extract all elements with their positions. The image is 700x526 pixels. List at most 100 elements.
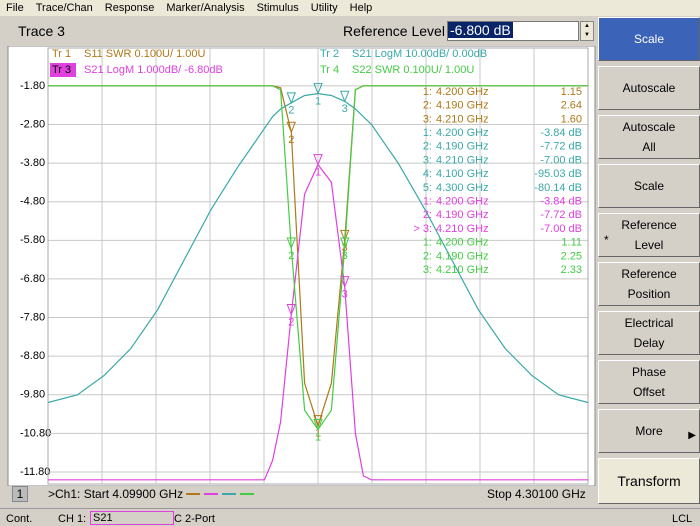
softkey-label: Scale bbox=[633, 179, 665, 193]
softkey-prefix: * bbox=[604, 233, 609, 247]
marker-label: 3 bbox=[342, 103, 348, 115]
spin-button[interactable]: ▲ ▼ bbox=[580, 21, 594, 41]
legend-dash bbox=[186, 493, 200, 495]
marker-row-freq: 4.190 GHz bbox=[436, 250, 489, 262]
marker-flag bbox=[286, 92, 297, 105]
active-trace-tag bbox=[50, 63, 76, 77]
softkey-label: Delay bbox=[633, 336, 665, 350]
legend-dash bbox=[222, 493, 236, 495]
menu-item[interactable]: Stimulus bbox=[256, 2, 299, 14]
softkey-label: Transform bbox=[617, 473, 681, 489]
marker-row-value: -3.84 dB bbox=[540, 127, 582, 139]
softkey-label: More bbox=[635, 424, 663, 438]
marker-label: 2 bbox=[288, 105, 294, 117]
marker-row-value: 2.25 bbox=[561, 250, 582, 262]
marker-row-value: -7.00 dB bbox=[540, 154, 582, 166]
marker-label: 2 bbox=[288, 316, 294, 328]
menu-item[interactable]: Help bbox=[349, 2, 373, 14]
marker-flag bbox=[286, 303, 297, 316]
marker-row-label: 1: bbox=[423, 86, 432, 98]
input-value: -6.800 dB bbox=[448, 22, 513, 38]
marker-row-value: 1.60 bbox=[561, 113, 582, 125]
menu-item[interactable]: Response bbox=[104, 2, 155, 14]
softkey[interactable]: Transform bbox=[598, 458, 700, 504]
marker-row-label: 5: bbox=[423, 182, 432, 194]
softkey[interactable]: Phase Offset bbox=[598, 360, 700, 404]
marker-row-value: -95.03 dB bbox=[534, 168, 582, 180]
marker-row-freq: 4.200 GHz bbox=[436, 127, 489, 139]
marker-flag bbox=[313, 154, 323, 166]
marker-row-freq: 4.100 GHz bbox=[436, 168, 489, 180]
status-item: C 2-Port bbox=[174, 513, 215, 525]
marker-row-freq: 4.200 GHz bbox=[436, 237, 489, 249]
marker-row-label: 3: bbox=[423, 264, 432, 276]
submenu-arrow: ▶ bbox=[688, 430, 696, 441]
trace-title: Trace 3 bbox=[18, 23, 65, 39]
y-tick-label: -3.80 bbox=[20, 157, 45, 169]
softkey-label: Autoscale bbox=[622, 81, 676, 95]
softkey-label: Autoscale bbox=[622, 120, 676, 134]
y-tick-label: -9.80 bbox=[20, 389, 45, 401]
footer: 1 >Ch1: Start 4.09900 GHz Stop 4.30100 G… bbox=[0, 486, 596, 502]
y-tick-label: -6.80 bbox=[20, 273, 45, 285]
legend-dash bbox=[204, 493, 218, 495]
marker-row-freq: 4.210 GHz bbox=[436, 223, 489, 235]
softkey[interactable]: Reference Position bbox=[598, 262, 700, 306]
marker-row-label: 1: bbox=[423, 127, 432, 139]
marker-flag bbox=[286, 237, 297, 250]
softkey[interactable]: More ▶ bbox=[598, 409, 700, 453]
marker-row-value: 2.33 bbox=[561, 264, 582, 276]
y-tick-label: -5.80 bbox=[20, 234, 45, 246]
marker-row-value: 1.11 bbox=[561, 237, 582, 249]
marker-label: 2 bbox=[288, 250, 294, 262]
marker-row-label: 2: bbox=[423, 100, 432, 112]
menu-item[interactable]: Trace/Chan bbox=[35, 2, 93, 14]
trace-desc: S21 LogM 10.00dB/ 0.00dB bbox=[352, 48, 487, 60]
softkey[interactable]: Autoscale All bbox=[598, 115, 700, 159]
marker-flag bbox=[286, 121, 297, 134]
menu-bar: File Trace/Chan Response Marker/Analysis Sti… bbox=[0, 0, 700, 16]
y-tick-label: -11.80 bbox=[20, 466, 50, 478]
reference-level-input[interactable]: -6.800 dB bbox=[447, 21, 579, 41]
marker-row-freq: 4.200 GHz bbox=[436, 86, 489, 98]
menu-item[interactable]: File bbox=[6, 2, 24, 14]
marker-row-label: 1: bbox=[423, 196, 432, 208]
trace-dashes bbox=[186, 493, 254, 495]
trace-id: Tr 1 bbox=[52, 48, 71, 60]
marker-flag bbox=[313, 419, 323, 431]
marker-flag bbox=[339, 276, 350, 289]
menu-item[interactable]: Marker/Analysis bbox=[166, 2, 245, 14]
marker-row-value: -80.14 dB bbox=[534, 182, 582, 194]
y-tick-label: -2.80 bbox=[20, 118, 45, 130]
softkey[interactable]: * Reference Level bbox=[598, 213, 700, 257]
toolbar: Trace 3 Reference Level -6.800 dB ▲ ▼ bbox=[0, 18, 596, 44]
trace-desc: S22 SWR 0.100U/ 1.00U bbox=[352, 64, 474, 76]
softkey-label: All bbox=[642, 140, 656, 154]
y-tick-label: -7.80 bbox=[20, 311, 45, 323]
softkey[interactable]: Scale bbox=[598, 17, 700, 61]
marker-flag bbox=[313, 83, 323, 95]
marker-label: 3 bbox=[342, 289, 348, 301]
softkey[interactable]: Autoscale bbox=[598, 66, 700, 110]
menu-item[interactable]: Utility bbox=[310, 2, 338, 14]
softkey[interactable]: Electrical Delay bbox=[598, 311, 700, 355]
marker-row-freq: 4.200 GHz bbox=[436, 196, 489, 208]
marker-row-label: 1: bbox=[423, 237, 432, 249]
trace-id: Tr 4 bbox=[320, 64, 339, 76]
marker-label: 3 bbox=[342, 250, 348, 262]
marker-row-value: -7.00 dB bbox=[540, 223, 582, 235]
softkey-label: Level bbox=[634, 238, 664, 252]
softkey-label: Offset bbox=[633, 385, 665, 399]
marker-flag bbox=[339, 237, 350, 250]
softkey-panel: Scale Autoscale Autoscale All Scale * Referenc… bbox=[598, 17, 700, 509]
marker-row-label: > 3: bbox=[413, 223, 432, 235]
y-tick-label: -1.80 bbox=[20, 80, 45, 92]
y-tick-label: -4.80 bbox=[20, 196, 45, 208]
softkey[interactable]: Scale bbox=[598, 164, 700, 208]
marker-row-value: 1.15 bbox=[561, 86, 582, 98]
marker-row-freq: 4.300 GHz bbox=[436, 182, 489, 194]
y-tick-label: -8.80 bbox=[20, 350, 45, 362]
softkey-label: Reference bbox=[621, 267, 677, 281]
marker-flag bbox=[313, 415, 323, 428]
marker-row-value: -3.84 dB bbox=[540, 196, 582, 208]
